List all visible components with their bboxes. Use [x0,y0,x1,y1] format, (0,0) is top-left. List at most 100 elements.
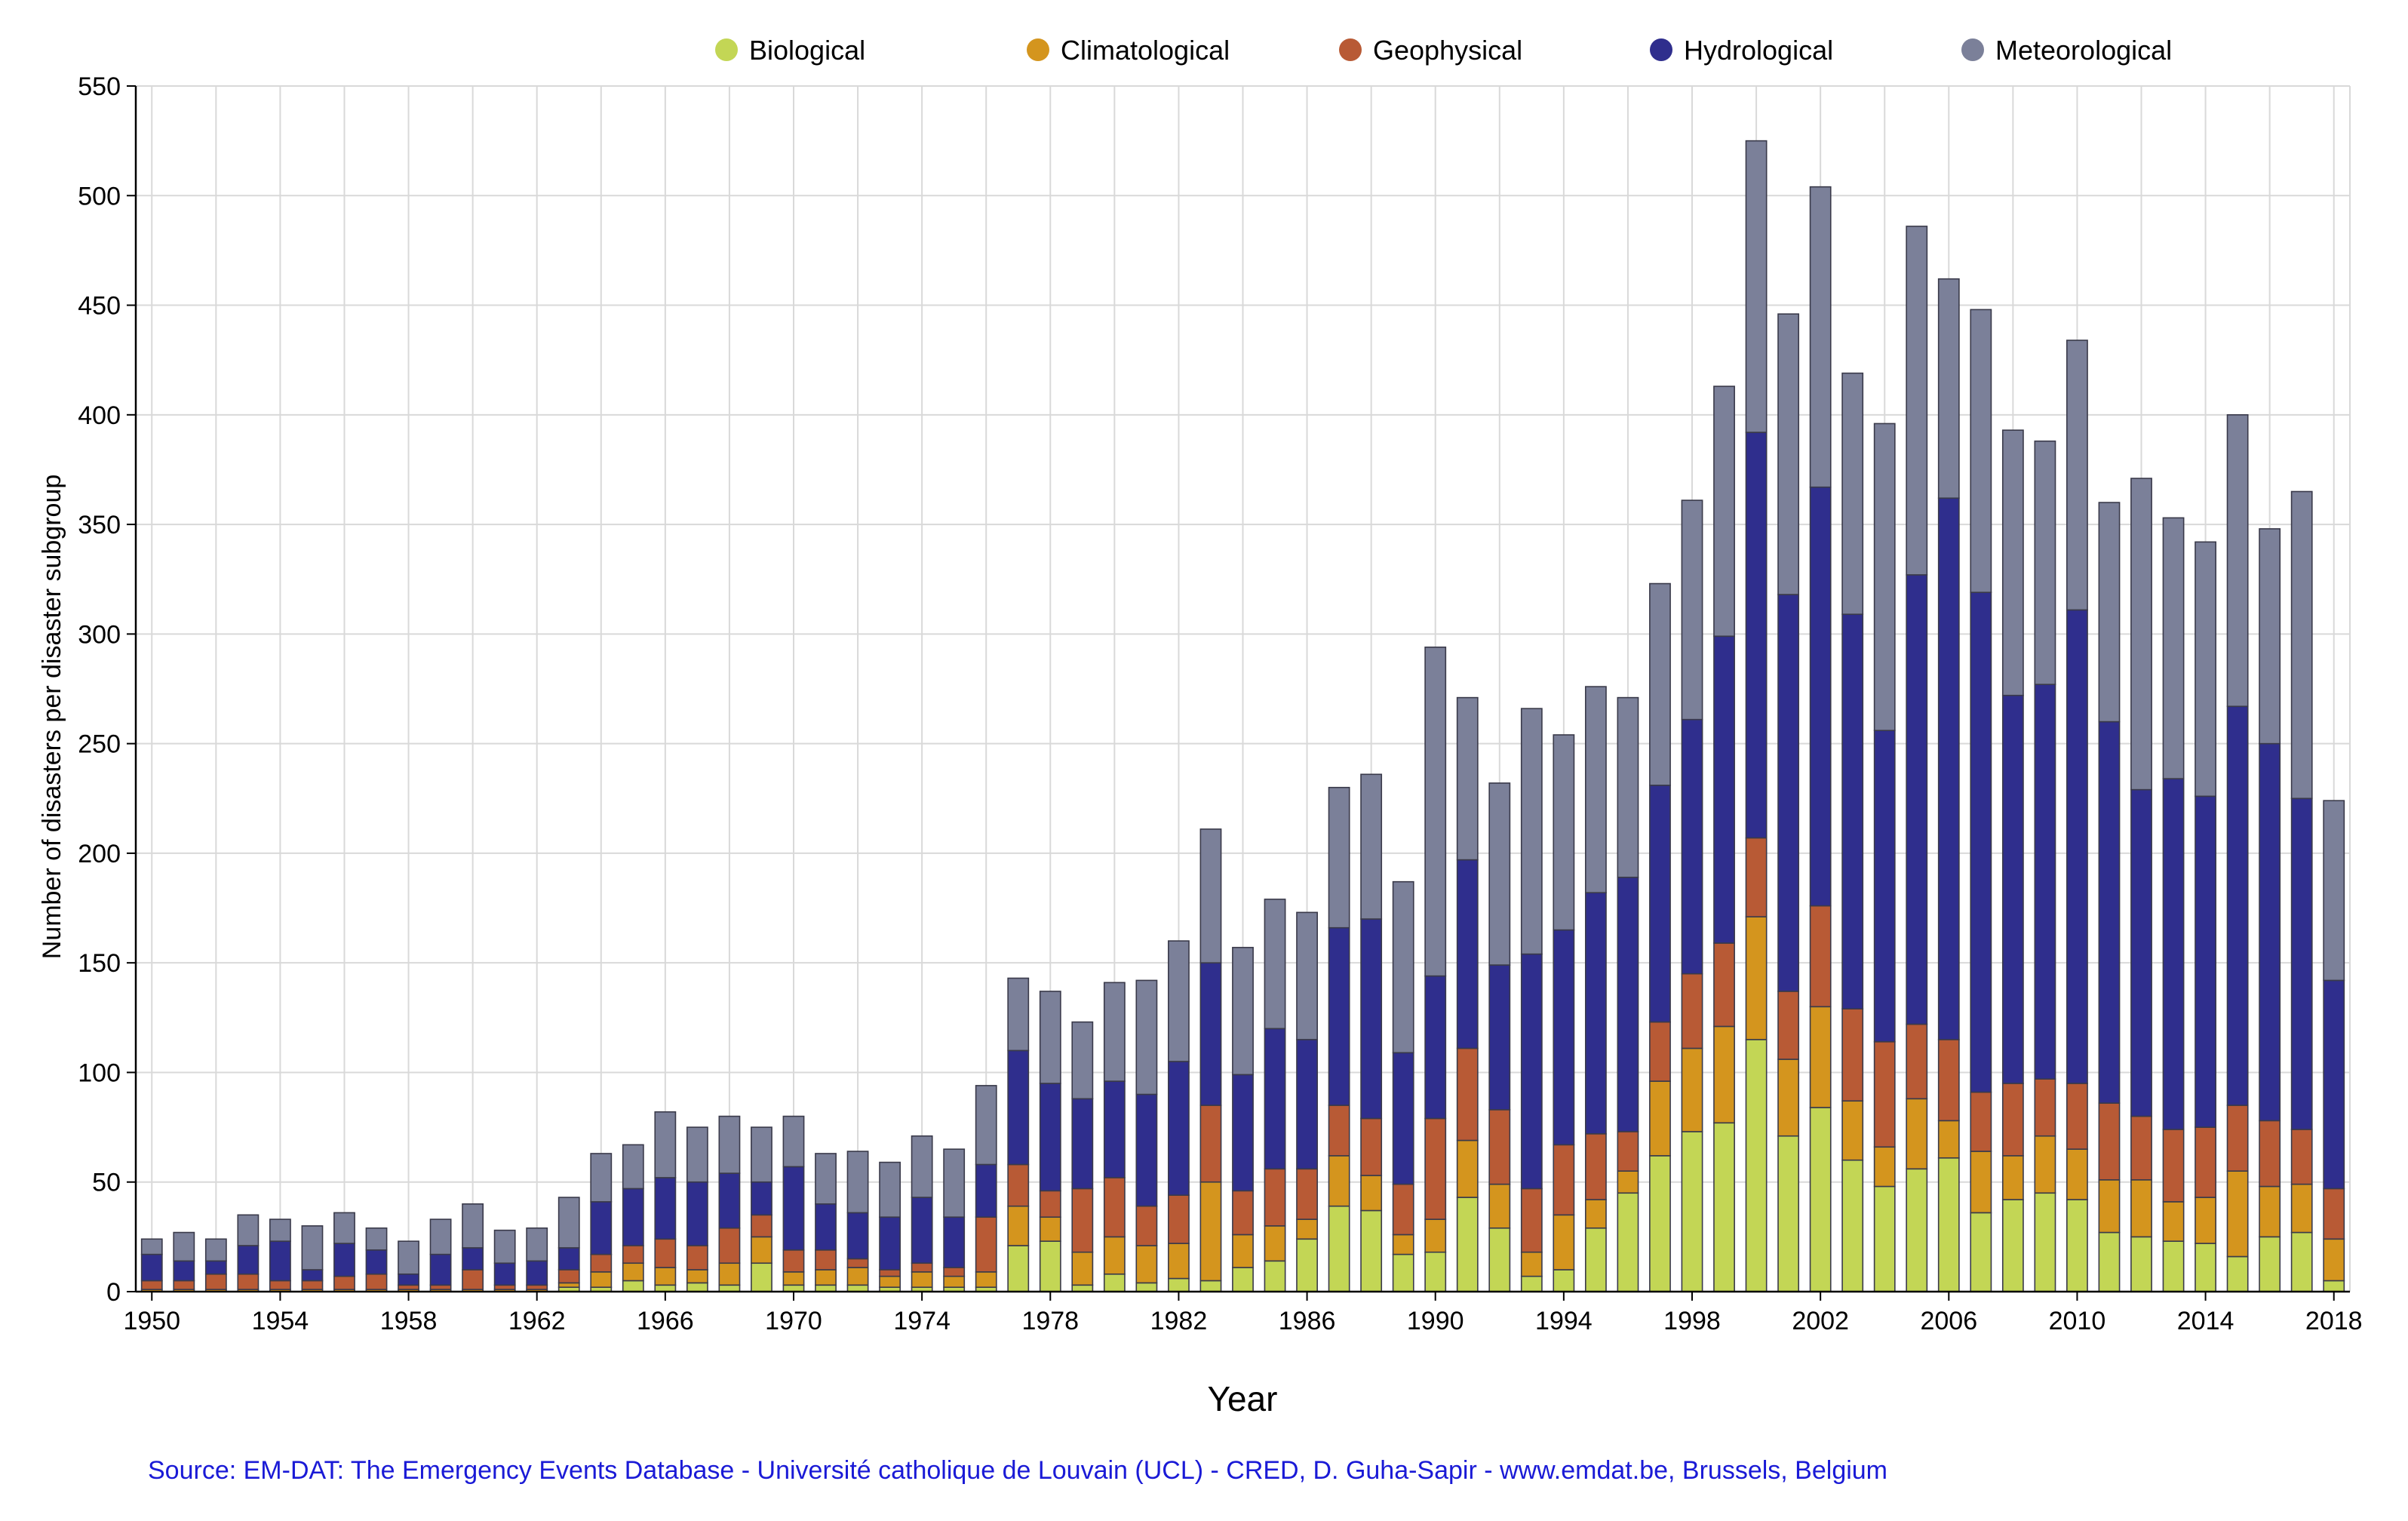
legend-label-hydrological: Hydrological [1684,35,1833,66]
bar-hydrological-1975 [943,1216,966,1268]
bar-hydrological-1965 [622,1188,644,1246]
bar-climatological-1985 [1264,1225,1286,1262]
bar-hydrological-2014 [2195,795,2216,1128]
bar-climatological-2000 [1745,916,1768,1040]
bar-biological-1969 [751,1262,772,1292]
y-tick-label: 50 [92,1169,121,1197]
bar-biological-1987 [1328,1205,1350,1292]
bar-meteorological-1994 [1553,734,1575,931]
bar-geophysical-2009 [2034,1078,2056,1137]
legend: Biological Climatological Geophysical Hydro… [715,35,2172,66]
bar-biological-1984 [1232,1267,1254,1292]
bar-climatological-1982 [1168,1243,1190,1280]
bar-hydrological-1951 [173,1260,195,1282]
bar-hydrological-2002 [1809,486,1832,907]
bar-geophysical-2003 [1841,1008,1864,1102]
bar-hydrological-1957 [365,1249,388,1275]
bar-hydrological-1971 [815,1203,837,1251]
legend-label-meteorological: Meteorological [1995,35,2172,66]
bar-climatological-1997 [1649,1080,1671,1157]
bar-climatological-1992 [1488,1183,1511,1229]
bar-climatological-1994 [1553,1214,1575,1271]
bar-meteorological-2007 [1970,309,1992,593]
bar-climatological-1999 [1713,1025,1735,1124]
bar-climatological-1970 [782,1271,805,1286]
bar-meteorological-1997 [1649,582,1671,786]
bar-hydrological-1983 [1199,962,1222,1106]
bar-climatological-2006 [1937,1120,1960,1159]
bar-meteorological-1955 [301,1225,324,1271]
bar-geophysical-1968 [718,1227,741,1264]
bar-geophysical-1991 [1456,1047,1479,1142]
bar-climatological-2016 [2259,1185,2281,1238]
bar-geophysical-1975 [943,1267,966,1277]
bar-geophysical-2018 [2323,1188,2345,1240]
bar-climatological-1972 [846,1267,869,1286]
bar-climatological-1990 [1424,1218,1447,1253]
legend-swatch-geophysical [1339,38,1362,61]
bar-hydrological-1968 [718,1172,741,1229]
bar-climatological-2008 [2001,1155,2024,1200]
bar-geophysical-1987 [1328,1105,1350,1157]
bar-meteorological-2008 [2001,429,2024,696]
bar-hydrological-1967 [686,1181,708,1246]
bar-climatological-2013 [2162,1201,2185,1242]
bar-meteorological-1950 [140,1238,163,1255]
bar-biological-1996 [1617,1192,1639,1292]
bar-meteorological-1969 [751,1126,772,1183]
bar-biological-1990 [1424,1251,1447,1292]
bar-geophysical-2017 [2290,1129,2313,1185]
bar-meteorological-2012 [2130,478,2152,791]
legend-label-climatological: Climatological [1061,35,1230,66]
bar-meteorological-1998 [1681,499,1703,721]
bar-geophysical-1961 [493,1284,516,1290]
x-tick-label: 1970 [765,1307,822,1335]
bar-climatological-2015 [2226,1170,2249,1258]
bar-meteorological-2009 [2034,440,2056,685]
bar-hydrological-1997 [1649,785,1671,1023]
bar-meteorological-1952 [204,1238,227,1262]
bar-hydrological-1987 [1328,926,1350,1106]
bar-geophysical-2008 [2001,1083,2024,1157]
y-axis-title: Number of disasters per disaster subgrou… [38,475,66,960]
bar-biological-2003 [1841,1159,1864,1292]
bar-hydrological-1998 [1681,718,1703,975]
bar-biological-2007 [1970,1212,1992,1292]
bar-hydrological-1966 [654,1177,677,1240]
bar-meteorological-1999 [1713,386,1735,638]
bar-hydrological-1999 [1713,635,1735,944]
bar-meteorological-1986 [1296,911,1318,1040]
bar-meteorological-1975 [943,1148,966,1218]
bar-climatological-1989 [1392,1234,1414,1255]
bar-geophysical-1978 [1039,1190,1061,1218]
bar-geophysical-1988 [1360,1117,1383,1176]
bar-biological-1994 [1553,1269,1575,1292]
bar-hydrological-1963 [557,1247,580,1271]
legend-swatch-climatological [1027,38,1049,61]
bar-geophysical-1958 [398,1284,419,1290]
y-tick-label: 400 [78,401,121,430]
bar-meteorological-2004 [1873,422,1896,732]
bar-biological-1995 [1584,1227,1607,1292]
bar-biological-1991 [1456,1197,1479,1292]
bar-geophysical-2006 [1937,1039,1960,1122]
bar-meteorological-1996 [1617,696,1639,878]
x-tick-label: 2010 [2049,1307,2106,1335]
bar-meteorological-2017 [2290,490,2313,800]
bar-geophysical-1998 [1681,973,1703,1049]
bar-geophysical-1973 [879,1269,901,1277]
bar-biological-2002 [1809,1107,1832,1292]
x-axis-title: Year [1208,1379,1278,1418]
bar-meteorological-1977 [1007,977,1030,1052]
bar-climatological-1964 [590,1271,613,1288]
bar-climatological-1983 [1199,1181,1222,1282]
bar-geophysical-1966 [654,1238,677,1268]
bar-hydrological-1991 [1456,859,1479,1049]
bar-hydrological-1976 [975,1163,997,1218]
bar-meteorological-1992 [1488,782,1511,966]
bar-climatological-2005 [1906,1098,1928,1170]
bar-meteorological-1971 [815,1153,837,1205]
bar-geophysical-1956 [333,1275,355,1290]
bar-climatological-1974 [911,1271,933,1288]
